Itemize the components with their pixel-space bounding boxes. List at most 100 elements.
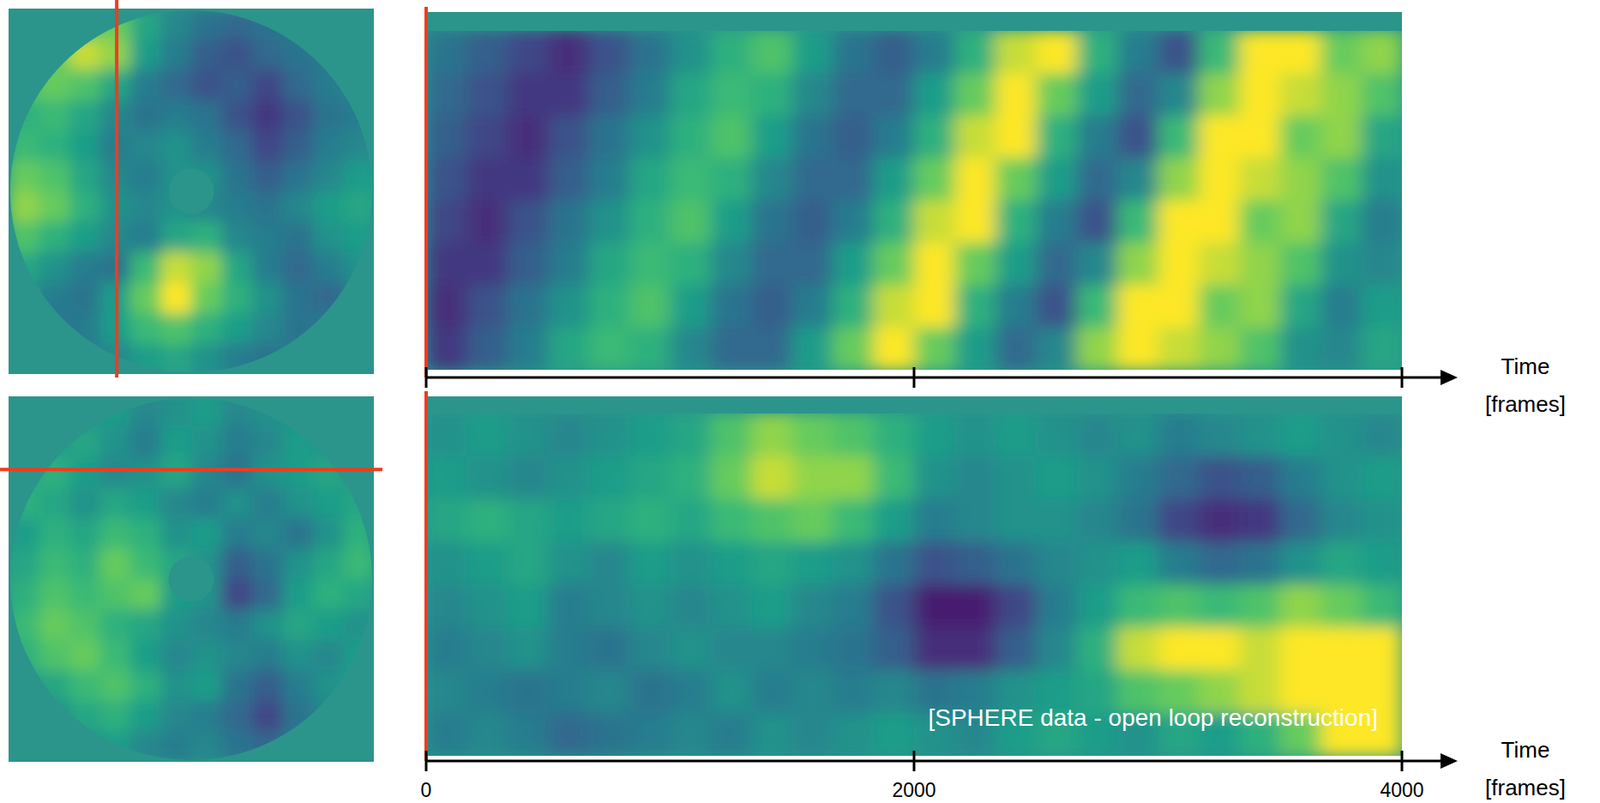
phase-cell [191, 731, 223, 763]
phase-cell [161, 252, 193, 283]
phase-cell [343, 69, 375, 101]
phase-cell [252, 343, 283, 375]
keogram-cell [1320, 413, 1362, 457]
keogram-cell [1239, 626, 1281, 670]
keogram-cell [1239, 72, 1281, 116]
keogram-cell [1117, 30, 1159, 74]
phase-cell [191, 282, 223, 314]
phase-cell [130, 427, 162, 458]
phase-cell [222, 343, 253, 375]
keogram-cell [1117, 157, 1159, 201]
keogram-cell [507, 456, 549, 500]
keogram-cell [1117, 413, 1159, 457]
phase-cell [191, 670, 223, 702]
phase-cell [130, 69, 162, 101]
keogram-cell [1361, 242, 1402, 286]
phase-cell [252, 700, 283, 732]
phase-cell [252, 222, 283, 253]
keogram-cell [710, 242, 752, 286]
phase-cell [8, 457, 40, 488]
keogram-cell [426, 499, 468, 542]
phase-cell [222, 312, 253, 344]
keogram-cell [1117, 72, 1159, 116]
keogram-cell [710, 327, 752, 370]
phase-cell [252, 578, 283, 610]
phase-cell [282, 578, 314, 610]
keogram-cell [1361, 456, 1402, 500]
keogram-cell [954, 72, 996, 116]
keogram-cell [873, 456, 915, 500]
keogram-cell [1117, 584, 1159, 628]
phase-cell [191, 252, 223, 283]
phase-cell [8, 100, 40, 132]
annotation: [SPHERE data - open loop reconstruction] [927, 703, 1378, 731]
keogram-cell [1280, 456, 1322, 500]
tick-mark [425, 366, 428, 388]
keogram-cell [954, 284, 996, 328]
keogram-cell [547, 626, 590, 670]
keogram-cell [426, 30, 468, 74]
phase-cell [100, 670, 132, 702]
keogram-cell [1239, 200, 1281, 244]
keogram-cell [954, 242, 996, 286]
phase-cell [69, 100, 101, 132]
phase-cell [130, 8, 162, 40]
keogram-cell [1198, 626, 1240, 670]
phase-cell [161, 39, 193, 71]
keogram-cell [1280, 327, 1322, 370]
phase-cell [191, 517, 223, 549]
keogram-cell [589, 413, 631, 457]
keogram-cell [1158, 284, 1200, 328]
keogram-cell [589, 284, 631, 328]
keogram-cell [1280, 72, 1322, 116]
keogram-cell [1035, 499, 1077, 542]
keogram-cell [832, 413, 874, 457]
keogram-cell [873, 413, 915, 457]
keogram-cell [547, 200, 590, 244]
keogram-cell [1035, 626, 1077, 670]
phase-cell [222, 8, 253, 40]
keogram-cell [995, 157, 1037, 201]
keogram-cell [995, 30, 1037, 74]
phase-cell [39, 282, 71, 314]
keogram-cell [792, 541, 834, 585]
keogram-cell [710, 669, 752, 713]
tick-mark [425, 750, 428, 771]
cut-line [0, 467, 383, 471]
keogram-cell [547, 541, 590, 585]
phase-cell [130, 700, 162, 732]
keogram-cell [1158, 115, 1200, 159]
keogram-cell [1280, 584, 1322, 628]
keogram-cell [914, 157, 956, 201]
keogram-cell [670, 30, 712, 74]
tick-mark [913, 750, 916, 771]
phase-cell [69, 731, 101, 763]
keogram-cell [914, 456, 956, 500]
central-obscuration [168, 556, 215, 602]
keogram-cell [995, 115, 1037, 159]
phase-cell [161, 487, 193, 519]
phase-cell [222, 700, 253, 732]
phase-cell [130, 670, 162, 702]
phase-cell [222, 69, 253, 101]
phase-cell [343, 161, 375, 193]
keogram-cell [507, 541, 549, 585]
axis-title-line: [frames] [1485, 774, 1566, 800]
keogram-cell [1320, 30, 1362, 74]
phase-cell [312, 282, 344, 314]
keogram-cell [589, 499, 631, 542]
phase-cell [191, 487, 223, 519]
keogram-cell [589, 456, 631, 500]
keogram-cell [1361, 157, 1402, 201]
keogram-cell [670, 157, 712, 201]
keogram-cell [832, 669, 874, 713]
keogram-cell [466, 242, 508, 286]
phase-cell [8, 639, 40, 671]
keogram-cell [995, 284, 1037, 328]
keogram-cell [629, 30, 671, 74]
tick-mark [913, 366, 916, 388]
phase-cell [161, 69, 193, 101]
phase-cell [39, 517, 71, 549]
keogram-cell [995, 584, 1037, 628]
keogram-cell [1280, 499, 1322, 542]
